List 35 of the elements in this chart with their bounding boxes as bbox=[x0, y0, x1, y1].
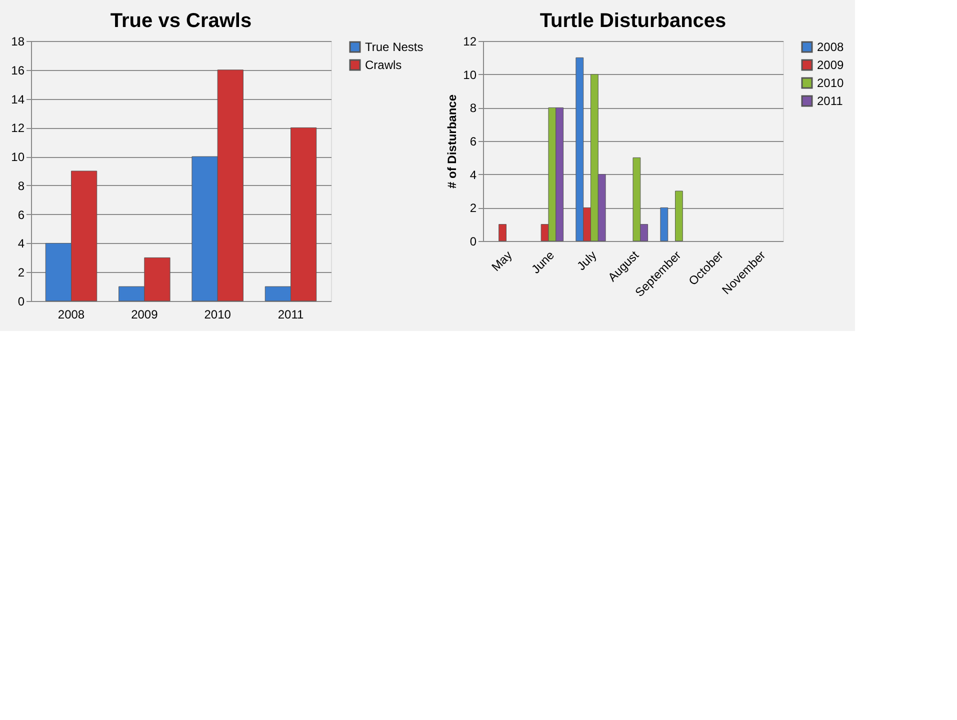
y-tick-label: 10 bbox=[463, 68, 477, 82]
x-tick-label: 2009 bbox=[131, 308, 158, 322]
bar bbox=[498, 224, 506, 242]
chart-title: True vs Crawls bbox=[110, 10, 252, 32]
x-tick-label: 2010 bbox=[204, 308, 232, 322]
y-tick-label: 18 bbox=[11, 34, 25, 48]
y-tick-label: 6 bbox=[470, 134, 477, 148]
y-tick-label: 8 bbox=[18, 178, 25, 193]
y-tick-label: 4 bbox=[470, 168, 477, 182]
legend-label: True Nests bbox=[365, 40, 424, 54]
y-tick-label: 10 bbox=[11, 150, 25, 164]
y-tick-label: 12 bbox=[463, 34, 477, 48]
x-tick-label: May bbox=[488, 248, 515, 274]
legend-label: 2008 bbox=[817, 40, 844, 54]
chart-title: Turtle Disturbances bbox=[540, 10, 726, 32]
bar bbox=[660, 207, 668, 242]
legend-label: 2011 bbox=[817, 94, 844, 108]
x-tick-label: 2011 bbox=[278, 308, 304, 322]
legend-label: 2009 bbox=[817, 58, 844, 72]
x-tick-label: July bbox=[574, 248, 600, 274]
legend-label: 2010 bbox=[817, 76, 844, 90]
bar bbox=[675, 190, 683, 242]
y-tick-label: 16 bbox=[11, 63, 25, 78]
y-tick-label: 0 bbox=[18, 294, 25, 308]
y-tick-label: 8 bbox=[470, 101, 477, 116]
legend-label: Crawls bbox=[365, 58, 402, 72]
x-tick-label: 2008 bbox=[58, 308, 85, 322]
y-tick-label: 0 bbox=[470, 234, 477, 248]
y-tick-label: 2 bbox=[470, 201, 477, 216]
y-tick-label: 14 bbox=[11, 92, 25, 106]
y-tick-label: 4 bbox=[18, 236, 25, 251]
y-tick-label: 12 bbox=[11, 121, 25, 136]
y-axis-title: # of Disturbance bbox=[445, 94, 460, 189]
y-tick-label: 6 bbox=[18, 208, 25, 222]
y-tick-label: 2 bbox=[18, 266, 25, 280]
